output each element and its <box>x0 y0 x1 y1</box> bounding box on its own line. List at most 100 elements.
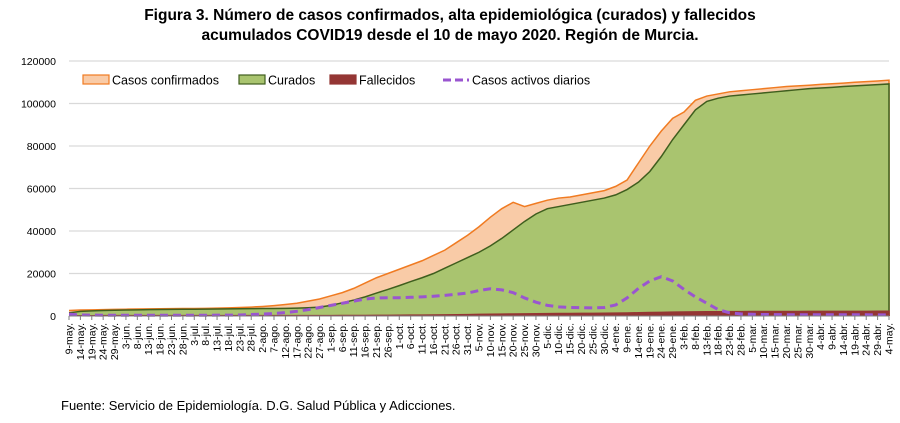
chart-title: Figura 3. Número de casos confirmados, a… <box>0 6 900 46</box>
x-tick-label: 18-jul. <box>223 323 235 352</box>
x-tick-label: 19-may. <box>86 323 98 360</box>
x-tick-label: 9-may. <box>64 323 76 354</box>
x-tick-label: 16-sep. <box>360 323 372 358</box>
y-tick-label: 120000 <box>21 56 56 68</box>
x-tick-label: 30-mar. <box>804 323 816 359</box>
legend-item-fallecidos: Fallecidos <box>329 74 415 88</box>
x-tick-label: 22-ago. <box>303 323 315 359</box>
x-tick-label: 29-ene. <box>667 323 679 359</box>
x-tick-label: 29-may. <box>109 323 121 360</box>
x-tick-label: 26-oct. <box>451 323 463 355</box>
x-tick-label: 30-nov. <box>530 323 542 357</box>
x-tick-label: 28-jun. <box>177 323 189 355</box>
x-tick-label: 6-oct. <box>405 323 417 349</box>
x-tick-label: 8-jul. <box>200 323 212 346</box>
x-tick-label: 8-feb. <box>690 323 702 350</box>
x-axis: 9-may. 14-may. 19-may. 24-may. 29-may. 3-jun.… <box>64 315 896 360</box>
x-tick-label: 18-jun. <box>155 323 167 355</box>
area-outline-curados <box>68 83 890 316</box>
y-tick-label: 20000 <box>27 269 56 281</box>
x-tick-label: 31-oct. <box>462 323 474 355</box>
x-tick-label: 15-dic. <box>565 323 577 355</box>
chart-title-line-1: Figura 3. Número de casos confirmados, a… <box>144 7 756 24</box>
x-tick-label: 14-ene. <box>633 323 645 359</box>
legend-item-casos-confirmados: Casos confirmados <box>82 74 219 88</box>
x-tick-label: 5-nov. <box>474 323 486 351</box>
x-tick-label: 3-jul. <box>189 323 201 346</box>
x-tick-label: 18-feb. <box>713 323 725 356</box>
area-outline-casos-confirmados <box>68 79 890 316</box>
legend-item-curados: Curados <box>238 74 315 88</box>
x-tick-label: 13-jul. <box>212 323 224 352</box>
legend: Casos confirmados Curados Fallecidos Casos … <box>82 74 590 88</box>
x-tick-label: 3-jun. <box>120 323 132 349</box>
x-tick-label: 5-mar. <box>747 323 759 353</box>
source-note: Fuente: Servicio de Epidemiología. D.G. … <box>61 398 456 413</box>
x-tick-label: 21-sep. <box>371 323 383 358</box>
x-tick-label: 11-oct. <box>417 323 429 354</box>
y-tick-label: 100000 <box>21 99 56 111</box>
x-tick-label: 1-sep. <box>325 323 337 352</box>
x-tick-label: 10-dic. <box>553 323 565 355</box>
legend-swatch <box>238 74 266 85</box>
x-tick-label: 26-sep. <box>382 323 394 358</box>
x-tick-label: 28-feb. <box>735 323 747 356</box>
y-tick-label: 80000 <box>27 141 56 153</box>
x-tick-label: 4-abr. <box>815 323 827 350</box>
x-tick-label: 14-may. <box>75 323 87 360</box>
x-tick-label: 15-nov. <box>496 323 508 357</box>
x-tick-label: 25-nov. <box>519 323 531 357</box>
x-tick-label: 23-jul. <box>234 323 246 352</box>
x-tick-label: 4-ene. <box>610 323 622 353</box>
y-tick-label: 0 <box>50 311 56 323</box>
series-areas <box>68 79 890 317</box>
x-tick-label: 23-feb. <box>724 323 736 356</box>
y-axis-ticks: 0 20000 40000 60000 80000 100000 120000 <box>21 56 56 323</box>
x-tick-label: 9-abr. <box>827 323 839 350</box>
x-tick-label: 30-dic. <box>599 323 611 355</box>
x-tick-label: 25-dic. <box>587 323 599 355</box>
x-tick-label: 19-abr. <box>849 323 861 356</box>
x-tick-label: 23-jun. <box>166 323 178 355</box>
x-tick-label: 15-mar. <box>770 323 782 359</box>
x-tick-label: 12-ago. <box>280 323 292 359</box>
area-curados <box>69 83 889 316</box>
legend-label: Casos activos diarios <box>472 74 590 88</box>
x-tick-label: 13-jun. <box>143 323 155 355</box>
x-tick-label: 11-sep. <box>348 323 360 357</box>
x-tick-label: 19-ene. <box>644 323 656 359</box>
legend-swatch <box>82 74 110 85</box>
series-lines <box>68 275 889 317</box>
y-tick-label: 60000 <box>27 184 56 196</box>
x-tick-label: 8-jun. <box>132 323 144 349</box>
x-tick-label: 28-jul. <box>246 323 258 352</box>
x-tick-label: 7-ago. <box>269 323 281 353</box>
x-tick-label: 14-abr. <box>838 323 850 356</box>
legend-swatch <box>329 74 357 85</box>
chart-title-line-2: acumulados COVID19 desde el 10 de mayo 2… <box>201 27 699 44</box>
x-tick-label: 13-feb. <box>701 323 713 356</box>
x-tick-label: 10-nov. <box>485 323 497 357</box>
x-tick-label: 21-oct. <box>439 323 451 355</box>
x-tick-label: 4-may. <box>884 323 896 354</box>
line-casos-activos-diarios <box>68 275 889 317</box>
x-tick-label: 24-may. <box>98 323 110 360</box>
x-tick-label: 20-mar. <box>781 323 793 359</box>
x-tick-label: 20-dic. <box>576 323 588 355</box>
x-tick-label: 24-abr. <box>861 323 873 356</box>
x-tick-label: 5-dic. <box>542 323 554 349</box>
x-tick-label: 16-oct. <box>428 323 440 355</box>
x-tick-label: 10-mar. <box>758 323 770 359</box>
x-tick-label: 27-ago. <box>314 323 326 359</box>
x-tick-label: 24-ene. <box>656 323 668 359</box>
y-tick-label: 40000 <box>27 226 56 238</box>
x-tick-label: 6-sep. <box>337 323 349 352</box>
x-tick-label: 17-ago. <box>291 323 303 359</box>
x-tick-label: 2-ago. <box>257 323 269 353</box>
x-tick-label: 29-abr. <box>872 323 884 356</box>
legend-label: Curados <box>268 74 315 88</box>
legend-label: Casos confirmados <box>112 74 219 88</box>
legend-label: Fallecidos <box>359 74 415 88</box>
x-tick-label: 1-oct. <box>394 323 406 349</box>
